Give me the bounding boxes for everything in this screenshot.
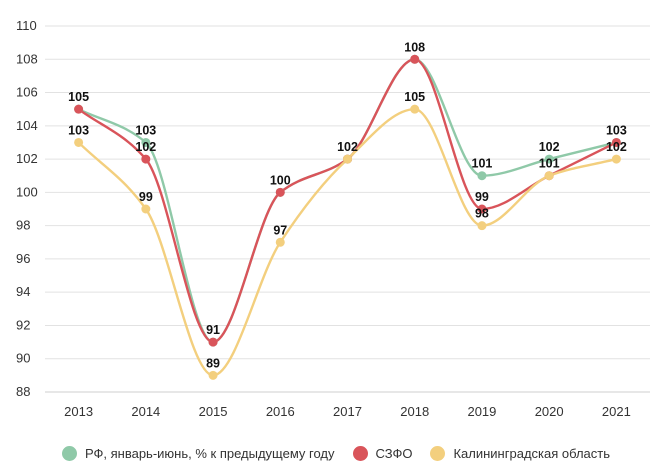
series-0-point [141, 137, 151, 147]
series-1-point [74, 104, 84, 114]
data-label: 101 [472, 157, 493, 171]
x-tick-label: 2017 [333, 404, 362, 419]
y-tick-label: 98 [16, 218, 30, 233]
series-1-point [477, 204, 487, 214]
data-label: 102 [135, 140, 156, 154]
data-label: 89 [206, 356, 220, 370]
x-tick-label: 2016 [266, 404, 295, 419]
legend-item[interactable]: СЗФО [352, 445, 413, 461]
series-2-point [611, 154, 621, 164]
series-2-point [343, 154, 352, 164]
legend-swatch-icon [352, 445, 368, 461]
data-label: 97 [273, 223, 287, 237]
data-label: 103 [135, 123, 156, 137]
series-0-point [544, 154, 554, 164]
y-tick-label: 102 [16, 151, 38, 166]
data-label: 103 [68, 123, 89, 137]
x-tick-label: 2019 [467, 404, 496, 419]
legend: РФ, январь-июнь, % к предыдущему году СЗФ… [0, 440, 672, 466]
series-2-point [544, 171, 554, 181]
legend-label: Калининградская область [453, 445, 611, 461]
y-tick-label: 104 [16, 118, 38, 133]
x-tick-label: 2021 [602, 404, 631, 419]
x-tick-label: 2020 [535, 404, 564, 419]
series-2-point [74, 137, 84, 147]
series-1-point [208, 337, 218, 347]
x-tick-label: 2015 [199, 404, 228, 419]
y-tick-label: 106 [16, 85, 38, 100]
gridlines [45, 25, 650, 393]
legend-item[interactable]: Калининградская область [430, 445, 611, 461]
data-labels: 103 101 102 103 105 102 91 100 108 99 103 99 89 97 102… [68, 40, 627, 370]
series-line-0 [78, 58, 617, 344]
series-1-point [141, 154, 151, 164]
series-2-point [410, 104, 420, 114]
data-label: 105 [68, 90, 89, 104]
legend-swatch-icon [430, 445, 446, 461]
legend-item[interactable]: РФ, январь-июнь, % к предыдущему году [61, 445, 335, 461]
y-tick-label: 94 [16, 284, 30, 299]
series-1-point [611, 137, 621, 147]
series-points [74, 54, 621, 380]
data-label: 103 [606, 123, 627, 137]
data-label: 105 [404, 90, 425, 104]
series-1-point [410, 54, 420, 64]
series-2-point [208, 370, 218, 380]
data-label: 91 [206, 323, 220, 337]
data-label: 99 [475, 190, 489, 204]
data-label: 101 [539, 157, 560, 171]
legend-label: РФ, январь-июнь, % к предыдущему году [84, 445, 335, 461]
x-tick-label: 2013 [64, 404, 93, 419]
series-2-point [477, 221, 487, 231]
series-2-point [141, 204, 151, 214]
y-tick-label: 100 [16, 184, 38, 199]
y-axis: 88 90 92 94 96 98 100 102 104 106 108 110 [16, 18, 38, 399]
x-tick-label: 2014 [131, 404, 160, 419]
x-axis: 2013 2014 2015 2016 2017 2018 2019 2020 2021 [64, 404, 631, 419]
series-line-2 [77, 107, 617, 377]
data-label: 99 [139, 190, 153, 204]
data-label: 100 [270, 173, 291, 187]
data-label: 102 [539, 140, 560, 154]
y-tick-label: 88 [16, 384, 30, 399]
y-tick-label: 96 [16, 251, 30, 266]
y-tick-label: 92 [16, 317, 30, 332]
series-0-point [477, 171, 487, 181]
series-2-point [275, 237, 285, 247]
data-label: 102 [606, 140, 627, 154]
series-lines [77, 58, 617, 377]
x-tick-label: 2018 [400, 404, 429, 419]
legend-label: СЗФО [375, 445, 413, 461]
data-label: 102 [337, 140, 358, 154]
series-line-1 [77, 58, 617, 344]
legend-swatch-icon [61, 445, 77, 461]
series-1-point [275, 187, 285, 197]
y-tick-label: 90 [16, 351, 30, 366]
data-label: 98 [475, 207, 489, 221]
data-label: 108 [404, 40, 425, 54]
y-tick-label: 110 [16, 18, 37, 33]
y-tick-label: 108 [16, 51, 38, 66]
